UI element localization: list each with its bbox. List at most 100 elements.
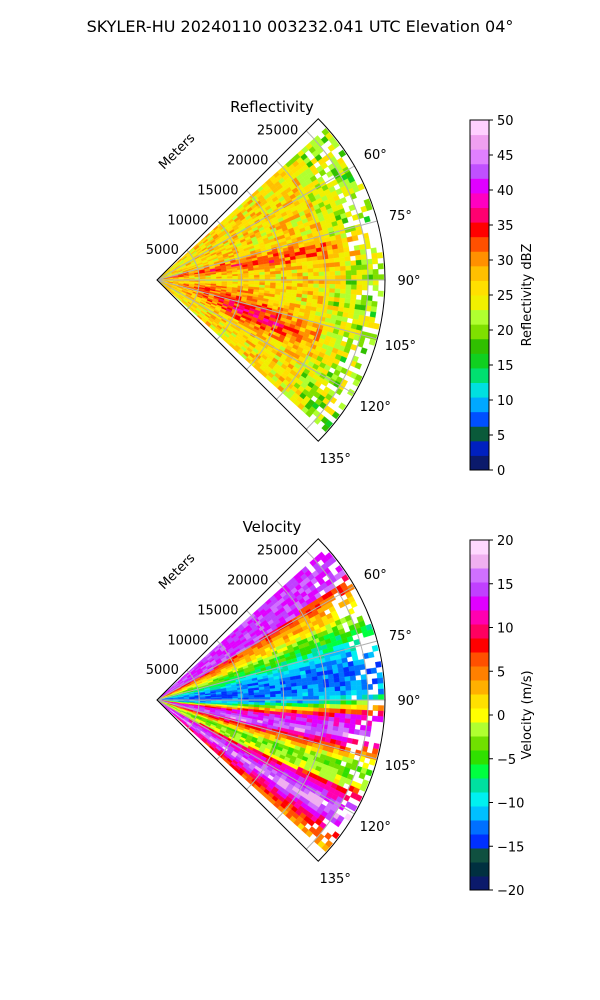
field-cell <box>343 666 350 673</box>
field-cell <box>345 289 352 295</box>
field-cell <box>318 707 325 713</box>
colorbar-tick-label: 30 <box>497 254 514 269</box>
field-cell <box>362 274 368 281</box>
field-cell <box>340 690 347 696</box>
field-cell <box>334 704 341 710</box>
field-cell <box>339 256 346 263</box>
field-cell <box>321 423 330 433</box>
field-cell <box>323 678 330 684</box>
field-cell <box>302 688 309 694</box>
field-cell <box>264 282 271 286</box>
field-cell <box>264 702 271 706</box>
colorbar-tick-label: 0 <box>497 464 505 479</box>
field-cell <box>334 288 341 294</box>
field-cell <box>348 665 355 672</box>
colorbar-swatch <box>470 582 489 597</box>
field-cell <box>324 695 330 701</box>
field-cell <box>291 706 298 711</box>
field-cell <box>360 299 367 306</box>
field-cell <box>356 274 363 281</box>
field-cell <box>313 695 320 701</box>
field-cell <box>339 288 346 295</box>
field-cell <box>328 262 335 268</box>
field-cell <box>286 283 293 287</box>
field-cell <box>323 258 330 264</box>
field-cell <box>339 713 346 719</box>
field-cell <box>361 679 368 686</box>
field-cell <box>324 703 330 709</box>
field-cell <box>377 710 384 717</box>
field-cell <box>312 260 319 265</box>
field-cell <box>302 286 309 292</box>
field-cell <box>329 699 336 705</box>
azimuth-tick-label: 105° <box>385 339 416 354</box>
field-cell <box>335 695 341 701</box>
colorbar-swatch <box>470 736 489 751</box>
field-cell <box>324 271 330 277</box>
range-tick-label: 25000 <box>257 124 298 139</box>
field-cell <box>291 689 298 694</box>
azimuth-tick-label: 135° <box>320 452 351 467</box>
field-cell <box>318 691 325 697</box>
field-cell <box>361 269 368 276</box>
field-cell <box>322 674 329 680</box>
field-cell <box>328 678 335 684</box>
field-cell <box>324 279 330 285</box>
field-cell <box>312 684 319 689</box>
field-cell <box>302 272 309 277</box>
field-cell <box>318 263 325 269</box>
field-cell <box>349 670 356 677</box>
field-cell <box>313 691 320 697</box>
field-cell <box>275 702 282 707</box>
field-cell <box>275 690 282 695</box>
colorbar-swatch <box>470 440 489 456</box>
colorbar-tick-label: 15 <box>497 359 514 374</box>
field-cell <box>286 689 293 694</box>
field-cell <box>291 699 298 704</box>
range-tick-label: 5000 <box>146 243 179 258</box>
azimuth-tick-label: 75° <box>389 629 412 644</box>
colorbar-tick-label: 0 <box>497 709 505 724</box>
field-cell <box>269 268 276 272</box>
colorbar-swatch <box>470 680 489 695</box>
colorbar-tick-label: 45 <box>497 149 514 164</box>
field-cell <box>318 683 325 689</box>
field-cell <box>344 298 351 304</box>
field-cell <box>301 685 308 690</box>
field-cell <box>307 290 314 296</box>
field-cell <box>359 729 366 737</box>
field-cell <box>350 709 357 715</box>
colorbar-swatch <box>470 722 489 737</box>
field-cell <box>285 266 292 271</box>
field-cell <box>275 285 282 290</box>
field-cell <box>344 293 352 300</box>
field-cell <box>355 228 363 236</box>
field-cell <box>275 693 282 698</box>
field-cell <box>329 271 336 276</box>
sector-outline <box>156 118 386 442</box>
field-cell <box>259 282 266 286</box>
field-cell <box>372 705 379 711</box>
field-cell <box>243 275 249 279</box>
field-cell <box>343 246 350 253</box>
field-cell <box>296 689 303 694</box>
field-cell <box>318 271 325 277</box>
field-cell <box>307 684 314 690</box>
field-cell <box>301 261 308 266</box>
reflectivity-field <box>156 127 385 433</box>
field-cell <box>356 694 363 701</box>
field-cell <box>340 699 347 705</box>
field-cell <box>368 338 376 346</box>
velocity-field <box>156 551 385 853</box>
field-cell <box>361 259 368 266</box>
range-tick-label: 20000 <box>227 154 268 169</box>
colorbar-tick-label: −20 <box>497 884 524 899</box>
field-cell <box>317 255 324 261</box>
field-cell <box>226 276 233 279</box>
field-cell <box>335 699 341 705</box>
field-cell <box>248 272 255 276</box>
field-cell <box>253 272 260 276</box>
field-cell <box>349 675 357 682</box>
field-cell <box>340 695 347 701</box>
